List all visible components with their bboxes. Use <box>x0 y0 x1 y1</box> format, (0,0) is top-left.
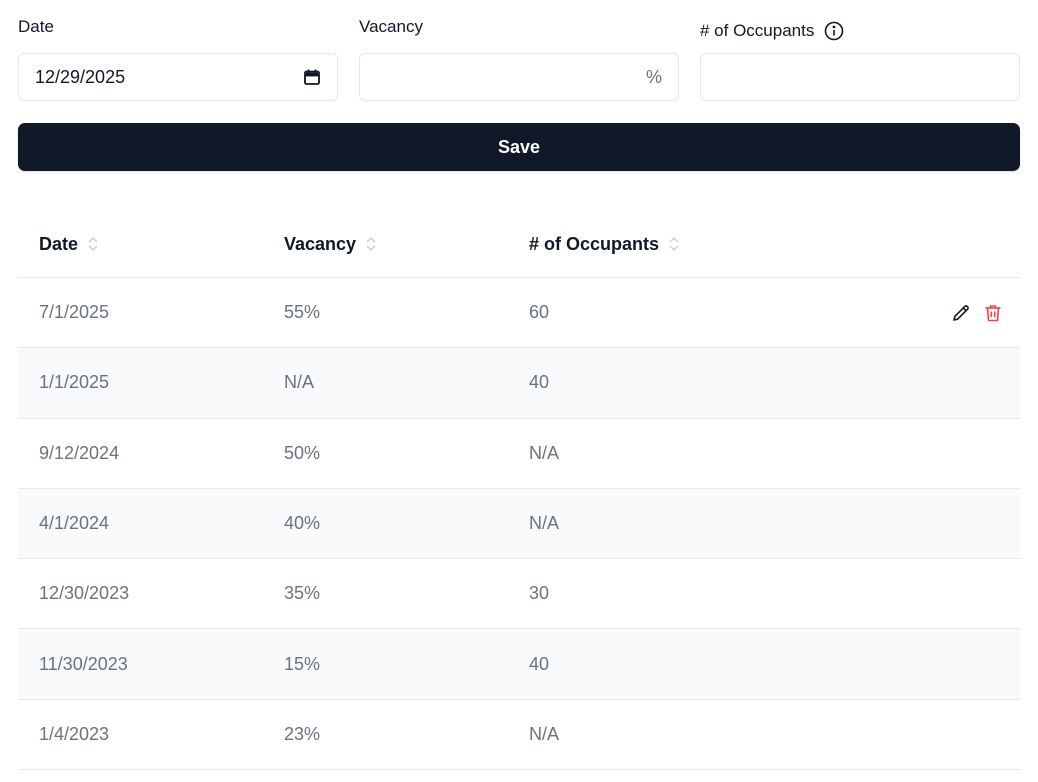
cell-occupants: 60 <box>529 302 550 323</box>
save-button[interactable]: Save <box>18 123 1020 171</box>
table-row[interactable]: 12/30/2023 35% 30 <box>18 559 1020 630</box>
table-header: Date Vacancy # of Occupants <box>18 210 1020 278</box>
date-input[interactable] <box>35 66 303 88</box>
cell-date: 1/1/2025 <box>39 372 110 393</box>
entry-form: Date Vacancy % # of Occupants <box>0 0 1038 110</box>
header-vacancy[interactable]: Vacancy <box>284 210 378 278</box>
table-row[interactable]: 11/30/2023 15% 40 <box>18 629 1020 700</box>
cell-occupants: 40 <box>529 653 550 674</box>
header-occupants[interactable]: # of Occupants <box>529 210 681 278</box>
cell-date: 4/1/2024 <box>39 513 110 534</box>
cell-vacancy: 40% <box>284 513 321 534</box>
header-occupants-label: # of Occupants <box>529 233 660 254</box>
header-date[interactable]: Date <box>39 210 100 278</box>
occupants-label-text: # of Occupants <box>700 21 815 40</box>
info-icon[interactable] <box>824 21 844 41</box>
occupants-input[interactable] <box>717 66 1003 88</box>
cell-occupants: 40 <box>529 372 550 393</box>
trash-icon[interactable] <box>982 302 1004 324</box>
pencil-icon[interactable] <box>950 302 972 324</box>
row-actions <box>950 278 1004 347</box>
occupants-label: # of Occupants <box>700 21 844 41</box>
cell-date: 7/1/2025 <box>39 302 110 323</box>
header-vacancy-label: Vacancy <box>284 233 357 254</box>
table-row[interactable]: 9/12/2024 50% N/A <box>18 419 1020 489</box>
table-row[interactable]: 4/1/2024 40% N/A <box>18 488 1020 560</box>
cell-occupants: N/A <box>529 513 560 534</box>
header-date-label: Date <box>39 233 79 254</box>
sort-icon[interactable] <box>364 234 378 254</box>
cell-occupants: 30 <box>529 583 550 604</box>
occupants-input-box[interactable] <box>700 53 1020 101</box>
cell-vacancy: 23% <box>284 723 321 744</box>
vacancy-input[interactable] <box>376 66 640 88</box>
cell-date: 9/12/2024 <box>39 442 120 463</box>
cell-vacancy: 15% <box>284 653 321 674</box>
vacancy-input-box[interactable]: % <box>359 53 679 101</box>
cell-occupants: N/A <box>529 442 560 463</box>
table-row[interactable]: 7/1/2025 55% 60 <box>18 278 1020 349</box>
cell-date: 1/4/2023 <box>39 723 110 744</box>
table-row[interactable]: 1/1/2025 N/A 40 <box>18 348 1020 419</box>
date-input-box[interactable] <box>18 53 338 101</box>
sort-icon[interactable] <box>667 234 681 254</box>
date-label: Date <box>18 17 54 36</box>
percent-suffix: % <box>645 66 662 87</box>
table-row[interactable]: 1/4/2023 23% N/A <box>18 700 1020 771</box>
cell-date: 12/30/2023 <box>39 583 130 604</box>
vacancy-label: Vacancy <box>359 17 423 36</box>
cell-occupants: N/A <box>529 723 560 744</box>
cell-vacancy: N/A <box>284 372 315 393</box>
sort-icon[interactable] <box>86 234 100 254</box>
calendar-icon[interactable] <box>303 68 321 86</box>
cell-vacancy: 35% <box>284 583 321 604</box>
cell-date: 11/30/2023 <box>39 653 128 674</box>
records-table: Date Vacancy # of Occupants <box>18 210 1020 771</box>
cell-vacancy: 50% <box>284 442 321 463</box>
cell-vacancy: 55% <box>284 302 321 323</box>
